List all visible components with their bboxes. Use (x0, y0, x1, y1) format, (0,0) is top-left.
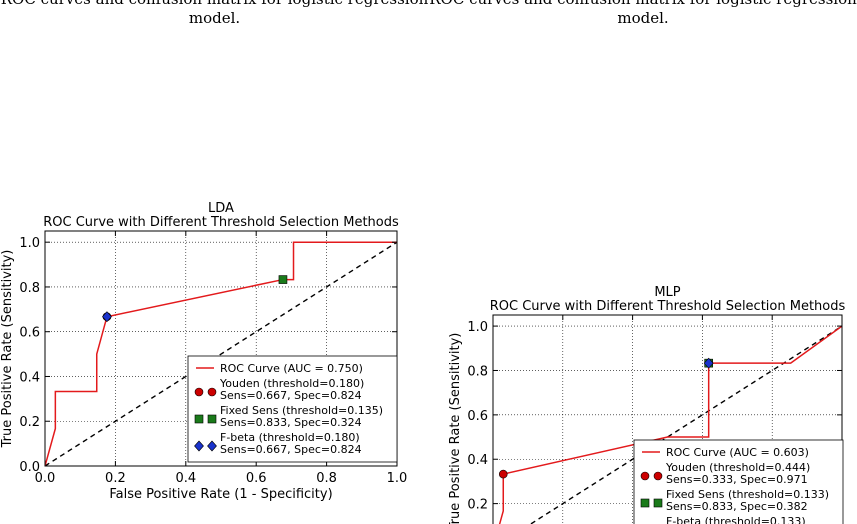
plot-area (498, 325, 842, 524)
caption-line: ROC curves and confusion matrix for logi… (0, 0, 429, 9)
y-tick-label: 0.4 (467, 453, 488, 468)
legend-detail: Sens=0.333, Spec=0.971 (666, 473, 808, 486)
legend-marker-circle (194, 387, 204, 397)
y-tick-label: 1.0 (467, 320, 488, 335)
x-tick-label: 0.6 (246, 471, 267, 486)
legend-marker-diamond (207, 440, 217, 452)
chart-title: LDA (208, 201, 234, 216)
figure-caption-right: ROC curves and confusion matrix for logi… (429, 0, 857, 28)
legend-detail: Sens=0.667, Spec=0.824 (220, 443, 362, 456)
chart-subtitle: ROC Curve with Different Threshold Selec… (43, 215, 399, 230)
caption-line: model. (617, 9, 669, 27)
legend-label: F-beta (threshold=0.180) (220, 431, 360, 444)
legend-detail: Sens=0.667, Spec=0.824 (220, 389, 362, 402)
legend-detail: Sens=0.833, Spec=0.324 (220, 416, 362, 429)
x-tick-label: 0.2 (105, 471, 126, 486)
y-tick-label: 0.0 (19, 460, 40, 475)
legend-marker-circle (640, 471, 650, 481)
y-tick-label: 0.6 (467, 409, 488, 424)
threshold-marker-diamond (703, 357, 714, 369)
chart-subtitle: ROC Curve with Different Threshold Selec… (490, 299, 846, 314)
legend-label: Fixed Sens (threshold=0.135) (220, 404, 383, 417)
x-tick-label: 0.8 (316, 471, 337, 486)
legend-label: Youden (threshold=0.444) (665, 461, 810, 474)
y-tick-label: 0.8 (19, 281, 40, 296)
legend-marker-square (653, 498, 663, 508)
legend-marker-circle (653, 471, 663, 481)
legend: ROC Curve (AUC = 0.750) Youden (threshold… (187, 355, 398, 463)
legend-box (187, 355, 398, 463)
legend-marker-circle (207, 387, 217, 397)
y-axis-label: True Positive Rate (Sensitivity) (0, 250, 15, 449)
legend-label: Fixed Sens (threshold=0.133) (666, 488, 829, 501)
legend: ROC Curve (AUC = 0.603) Youden (threshold… (633, 439, 844, 524)
threshold-marker-diamond (102, 311, 112, 323)
legend-label: ROC Curve (AUC = 0.603) (666, 446, 809, 459)
x-tick-label: 1.0 (387, 471, 408, 486)
legend-marker-square (207, 414, 217, 424)
roc-curve-line (498, 325, 842, 524)
legend-box (633, 439, 844, 524)
caption-line: ROC curves and confusion matrix for logi… (429, 0, 857, 9)
y-tick-label: 0.6 (19, 326, 40, 341)
plot-frame (492, 314, 843, 524)
legend-label: Youden (threshold=0.180) (219, 377, 364, 390)
figure-caption-left: ROC curves and confusion matrix for logi… (0, 0, 429, 28)
legend-label: F-beta (threshold=0.133) (666, 515, 806, 524)
chance-diagonal (45, 241, 397, 466)
threshold-marker-circle (498, 469, 508, 479)
y-tick-label: 0.4 (19, 370, 40, 385)
chart-title: MLP (654, 285, 680, 300)
legend-marker-diamond (194, 440, 204, 452)
x-tick-label: 0.4 (175, 471, 196, 486)
threshold-marker-square (278, 275, 288, 284)
y-tick-label: 0.2 (467, 498, 488, 513)
caption-line: model. (188, 9, 241, 27)
y-tick-label: 0.8 (467, 364, 488, 379)
legend-marker-square (194, 414, 204, 424)
plot-frame (44, 230, 398, 467)
y-tick-label: 0.2 (19, 415, 40, 430)
x-axis-label: False Positive Rate (1 - Specificity) (109, 487, 332, 502)
legend-marker-square (640, 498, 650, 508)
y-axis-label: True Positive Rate (Sensitivity) (448, 333, 463, 524)
legend-label: ROC Curve (AUC = 0.750) (220, 362, 363, 375)
plot-area (45, 241, 397, 466)
roc-curve-line (45, 241, 397, 466)
legend-detail: Sens=0.833, Spec=0.382 (666, 500, 808, 513)
x-tick-label: 0.0 (35, 471, 56, 486)
y-tick-label: 1.0 (19, 236, 40, 251)
